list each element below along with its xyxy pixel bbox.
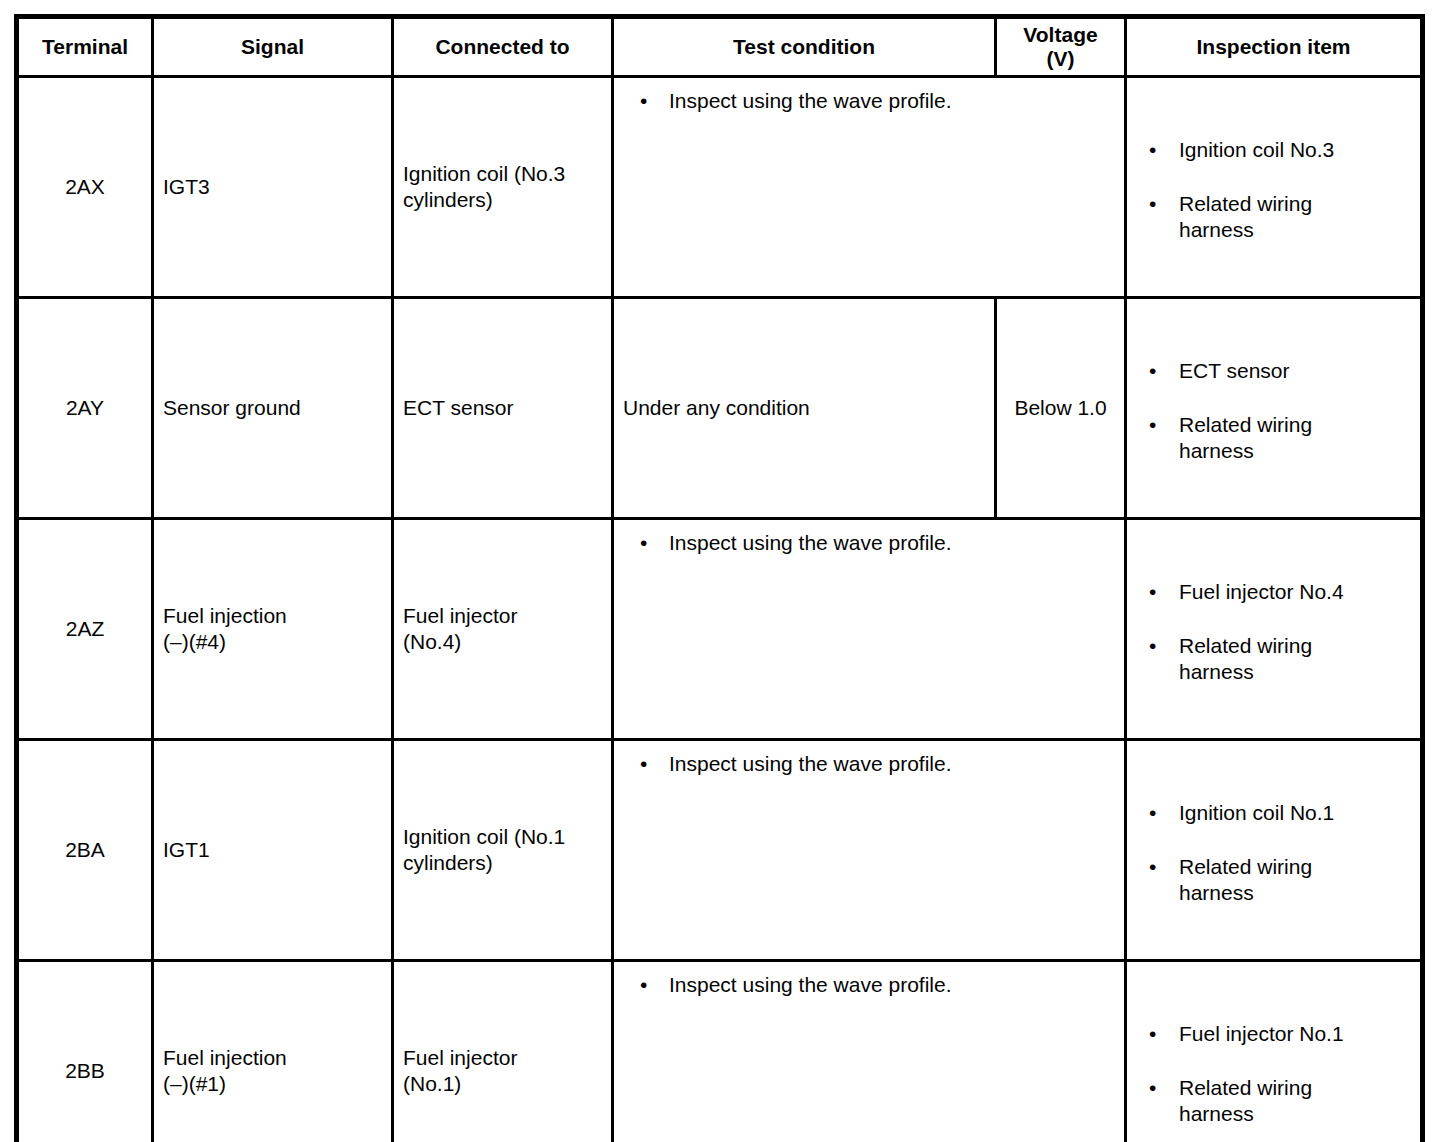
table-row: 2BA IGT1 Ignition coil (No.1 cylinders) … [17, 740, 1423, 961]
inspection-item: Related wiring harness [1127, 853, 1420, 907]
test-condition-text: Inspect using the wave profile. [614, 962, 1124, 998]
terminal-cell: 2AY [17, 298, 153, 519]
signal-cell: IGT1 [153, 740, 393, 961]
signal-cell: Sensor ground [153, 298, 393, 519]
ecu-terminal-table: Terminal Signal Connected to Test condit… [14, 14, 1425, 1142]
test-condition-cell: Under any condition [613, 298, 996, 519]
connected-to-cell: Fuel injector (No.4) [393, 519, 613, 740]
signal-cell: IGT3 [153, 77, 393, 298]
signal-cell: Fuel injection (–)(#4) [153, 519, 393, 740]
table-row: 2AZ Fuel injection (–)(#4) Fuel injector… [17, 519, 1423, 740]
inspection-list: Fuel injector No.1 Related wiring harnes… [1127, 994, 1420, 1142]
column-header-connected-to: Connected to [393, 17, 613, 77]
terminal-cell: 2BB [17, 961, 153, 1142]
connected-to-cell: Ignition coil (No.1 cylinders) [393, 740, 613, 961]
connected-to-cell: ECT sensor [393, 298, 613, 519]
terminal-cell: 2AX [17, 77, 153, 298]
column-header-voltage: Voltage (V) [996, 17, 1126, 77]
table-row: 2AX IGT3 Ignition coil (No.3 cylinders) … [17, 77, 1423, 298]
header-row: Terminal Signal Connected to Test condit… [17, 17, 1423, 77]
inspection-item: Related wiring harness [1127, 632, 1420, 686]
terminal-cell: 2AZ [17, 519, 153, 740]
inspection-item: Related wiring harness [1127, 190, 1420, 244]
inspection-item: ECT sensor [1127, 357, 1420, 385]
inspection-list: ECT sensor Related wiring harness [1127, 331, 1420, 491]
inspection-list: Fuel injector No.4 Related wiring harnes… [1127, 552, 1420, 712]
inspection-item-cell: ECT sensor Related wiring harness [1126, 298, 1423, 519]
inspection-item-cell: Ignition coil No.3 Related wiring harnes… [1126, 77, 1423, 298]
table-row: 2AY Sensor ground ECT sensor Under any c… [17, 298, 1423, 519]
scanned-manual-page: Terminal Signal Connected to Test condit… [14, 14, 1425, 1142]
terminal-cell: 2BA [17, 740, 153, 961]
inspection-item: Ignition coil No.1 [1127, 799, 1420, 827]
column-header-terminal: Terminal [17, 17, 153, 77]
column-header-signal: Signal [153, 17, 393, 77]
inspection-item: Ignition coil No.3 [1127, 136, 1420, 164]
inspection-item: Related wiring harness [1127, 1074, 1420, 1128]
column-header-test-condition: Test condition [613, 17, 996, 77]
test-condition-text: Inspect using the wave profile. [614, 520, 1124, 556]
inspection-list: Ignition coil No.1 Related wiring harnes… [1127, 773, 1420, 933]
inspection-item: Fuel injector No.1 [1127, 1020, 1420, 1048]
column-header-inspection-item: Inspection item [1126, 17, 1423, 77]
voltage-cell: Below 1.0 [996, 298, 1126, 519]
inspection-item: Fuel injector No.4 [1127, 578, 1420, 606]
inspection-item: Related wiring harness [1127, 411, 1420, 465]
inspection-list: Ignition coil No.3 Related wiring harnes… [1127, 110, 1420, 270]
inspection-item-cell: Fuel injector No.1 Related wiring harnes… [1126, 961, 1423, 1142]
inspection-item-cell: Fuel injector No.4 Related wiring harnes… [1126, 519, 1423, 740]
test-condition-text: Inspect using the wave profile. [614, 741, 1124, 777]
signal-cell: Fuel injection (–)(#1) [153, 961, 393, 1142]
connected-to-cell: Fuel injector (No.1) [393, 961, 613, 1142]
test-condition-text: Inspect using the wave profile. [614, 78, 1124, 114]
connected-to-cell: Ignition coil (No.3 cylinders) [393, 77, 613, 298]
test-condition-cell: Inspect using the wave profile. [613, 77, 1126, 298]
test-condition-cell: Inspect using the wave profile. [613, 740, 1126, 961]
test-condition-cell: Inspect using the wave profile. [613, 961, 1126, 1142]
test-condition-cell: Inspect using the wave profile. [613, 519, 1126, 740]
table-row: 2BB Fuel injection (–)(#1) Fuel injector… [17, 961, 1423, 1142]
inspection-item-cell: Ignition coil No.1 Related wiring harnes… [1126, 740, 1423, 961]
